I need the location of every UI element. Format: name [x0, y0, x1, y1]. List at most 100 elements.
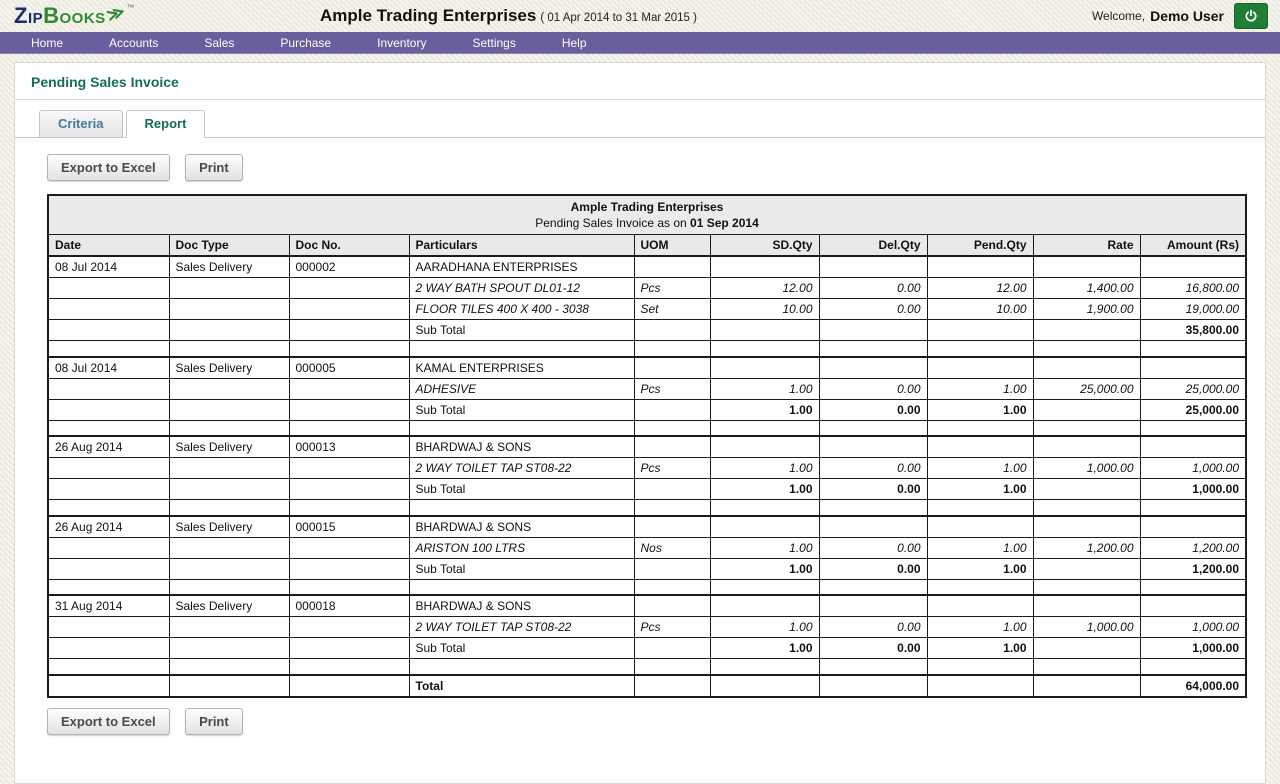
cell-pend-qty: 10.00 — [926, 298, 1034, 320]
cell-amount: 1,000.00 — [1139, 637, 1247, 659]
nav-item-settings[interactable]: Settings — [472, 36, 516, 50]
cell-amount: 1,000.00 — [1139, 457, 1247, 479]
cell-doc-type — [168, 457, 290, 479]
report-as-on-text: Pending Sales Invoice as on — [535, 216, 687, 230]
cell-date — [47, 557, 170, 580]
cell-pend-qty: 1.00 — [926, 457, 1034, 479]
cell-del-qty: 0.00 — [818, 637, 928, 659]
cell-rate: 1,900.00 — [1032, 298, 1141, 320]
cell-amount: 25,000.00 — [1139, 377, 1247, 400]
cell-date — [47, 478, 170, 500]
cell-del-qty: 0.00 — [818, 398, 928, 421]
cell-uom — [633, 419, 711, 437]
table-row — [47, 499, 1247, 516]
cell-pend-qty: 1.00 — [926, 616, 1034, 638]
cell-rate — [1032, 658, 1141, 675]
cell-particulars: FLOOR TILES 400 X 400 - 3038 — [408, 298, 635, 320]
table-row: 08 Jul 2014 Sales Delivery 000005 KAMAL ENT… — [47, 355, 1247, 379]
export-to-excel-button-top[interactable]: Export to Excel — [47, 154, 170, 181]
main-panel: Pending Sales Invoice Criteria Report Ex… — [14, 62, 1266, 784]
nav-item-help[interactable]: Help — [561, 36, 587, 50]
nav-item-purchase[interactable]: Purchase — [280, 36, 332, 50]
cell-amount: 35,800.00 — [1139, 319, 1247, 341]
cell-sd-qty: 10.00 — [709, 298, 820, 320]
cell-doc-no — [288, 616, 410, 638]
table-row: 2 WAY BATH SPOUT DL01-12 Pcs 12.00 0.00 12.0… — [47, 277, 1247, 299]
cell-doc-no — [288, 457, 410, 479]
cell-amount: 1,200.00 — [1139, 557, 1247, 580]
cell-particulars: 2 WAY TOILET TAP ST08-22 — [408, 616, 635, 638]
nav-item-home[interactable]: Home — [31, 36, 64, 50]
cell-date — [47, 578, 170, 596]
table-row: Sub Total 1.00 0.00 1.00 1,000.00 — [47, 478, 1247, 500]
cell-sd-qty: 1.00 — [709, 398, 820, 421]
pending-sales-invoice-table: Ample Trading Enterprises Pending Sales … — [47, 194, 1247, 698]
cell-doc-no: 000015 — [288, 514, 410, 538]
cell-particulars: ARISTON 100 LTRS — [408, 536, 635, 559]
print-button-top[interactable]: Print — [185, 154, 243, 181]
cell-amount: 1,000.00 — [1139, 478, 1247, 500]
cell-pend-qty — [926, 594, 1034, 617]
table-row: 26 Aug 2014 Sales Delivery 000015 BHARDWAJ … — [47, 514, 1247, 538]
cell-doc-no — [288, 499, 410, 516]
cell-doc-type — [168, 298, 290, 320]
cell-amount: 19,000.00 — [1139, 298, 1247, 320]
cell-doc-no — [288, 319, 410, 341]
cell-del-qty: 0.00 — [818, 457, 928, 479]
cell-doc-type: Sales Delivery — [168, 514, 290, 538]
cell-doc-type: Sales Delivery — [168, 355, 290, 379]
cell-del-qty — [818, 355, 928, 379]
nav-item-accounts[interactable]: Accounts — [109, 36, 159, 50]
table-row: FLOOR TILES 400 X 400 - 3038 Set 10.00 0.00… — [47, 298, 1247, 320]
nav-item-sales[interactable]: Sales — [204, 36, 235, 50]
cell-pend-qty — [926, 340, 1034, 357]
cell-sd-qty — [709, 594, 820, 617]
cell-pend-qty — [926, 499, 1034, 516]
cell-rate — [1032, 478, 1141, 500]
cell-uom — [633, 255, 711, 278]
cell-rate: 25,000.00 — [1032, 377, 1141, 400]
table-row: 08 Jul 2014 Sales Delivery 000002 AARADHANA… — [47, 255, 1247, 278]
welcome-label: Welcome, — [1091, 9, 1146, 23]
table-header-row: Date Doc Type Doc No. Particulars UOM SD… — [47, 234, 1247, 257]
zipbooks-logo[interactable]: Zip Books ≫ ™ — [8, 2, 308, 29]
cell-rate — [1032, 499, 1141, 516]
cell-pend-qty: 1.00 — [926, 557, 1034, 580]
tab-report[interactable]: Report — [125, 110, 206, 138]
col-header-rate: Rate — [1032, 234, 1141, 257]
cell-rate: 1,000.00 — [1032, 616, 1141, 638]
cell-pend-qty: 1.00 — [926, 637, 1034, 659]
logout-power-button[interactable] — [1234, 3, 1268, 29]
cell-pend-qty: 12.00 — [926, 277, 1034, 299]
cell-del-qty — [818, 514, 928, 538]
cell-sd-qty: 12.00 — [709, 277, 820, 299]
print-button-bottom[interactable]: Print — [185, 707, 243, 735]
cell-date — [47, 340, 170, 357]
cell-particulars: BHARDWAJ & SONS — [408, 594, 635, 617]
cell-rate — [1032, 637, 1141, 659]
cell-rate — [1032, 319, 1141, 341]
cell-pend-qty — [926, 514, 1034, 538]
cell-amount — [1139, 658, 1247, 675]
col-header-date: Date — [47, 234, 170, 257]
power-icon — [1244, 9, 1258, 23]
cell-doc-type — [168, 377, 290, 400]
nav-item-inventory[interactable]: Inventory — [377, 36, 427, 50]
top-actions: Export to Excel Print — [47, 154, 1245, 181]
cell-sd-qty — [709, 319, 820, 341]
cell-amount — [1139, 340, 1247, 357]
page-title: Pending Sales Invoice — [15, 63, 1265, 100]
tab-criteria[interactable]: Criteria — [39, 110, 123, 138]
cell-particulars — [408, 658, 635, 675]
cell-uom — [633, 478, 711, 500]
cell-doc-type — [168, 557, 290, 580]
export-to-excel-button-bottom[interactable]: Export to Excel — [47, 707, 170, 735]
cell-date: 08 Jul 2014 — [47, 355, 170, 379]
report-table-body: 08 Jul 2014 Sales Delivery 000002 AARADHANA… — [47, 255, 1247, 697]
cell-rate — [1032, 557, 1141, 580]
cell-particulars: Total — [408, 673, 635, 697]
cell-doc-no: 000013 — [288, 435, 410, 458]
cell-particulars — [408, 340, 635, 357]
cell-doc-no — [288, 398, 410, 421]
cell-doc-type — [168, 637, 290, 659]
